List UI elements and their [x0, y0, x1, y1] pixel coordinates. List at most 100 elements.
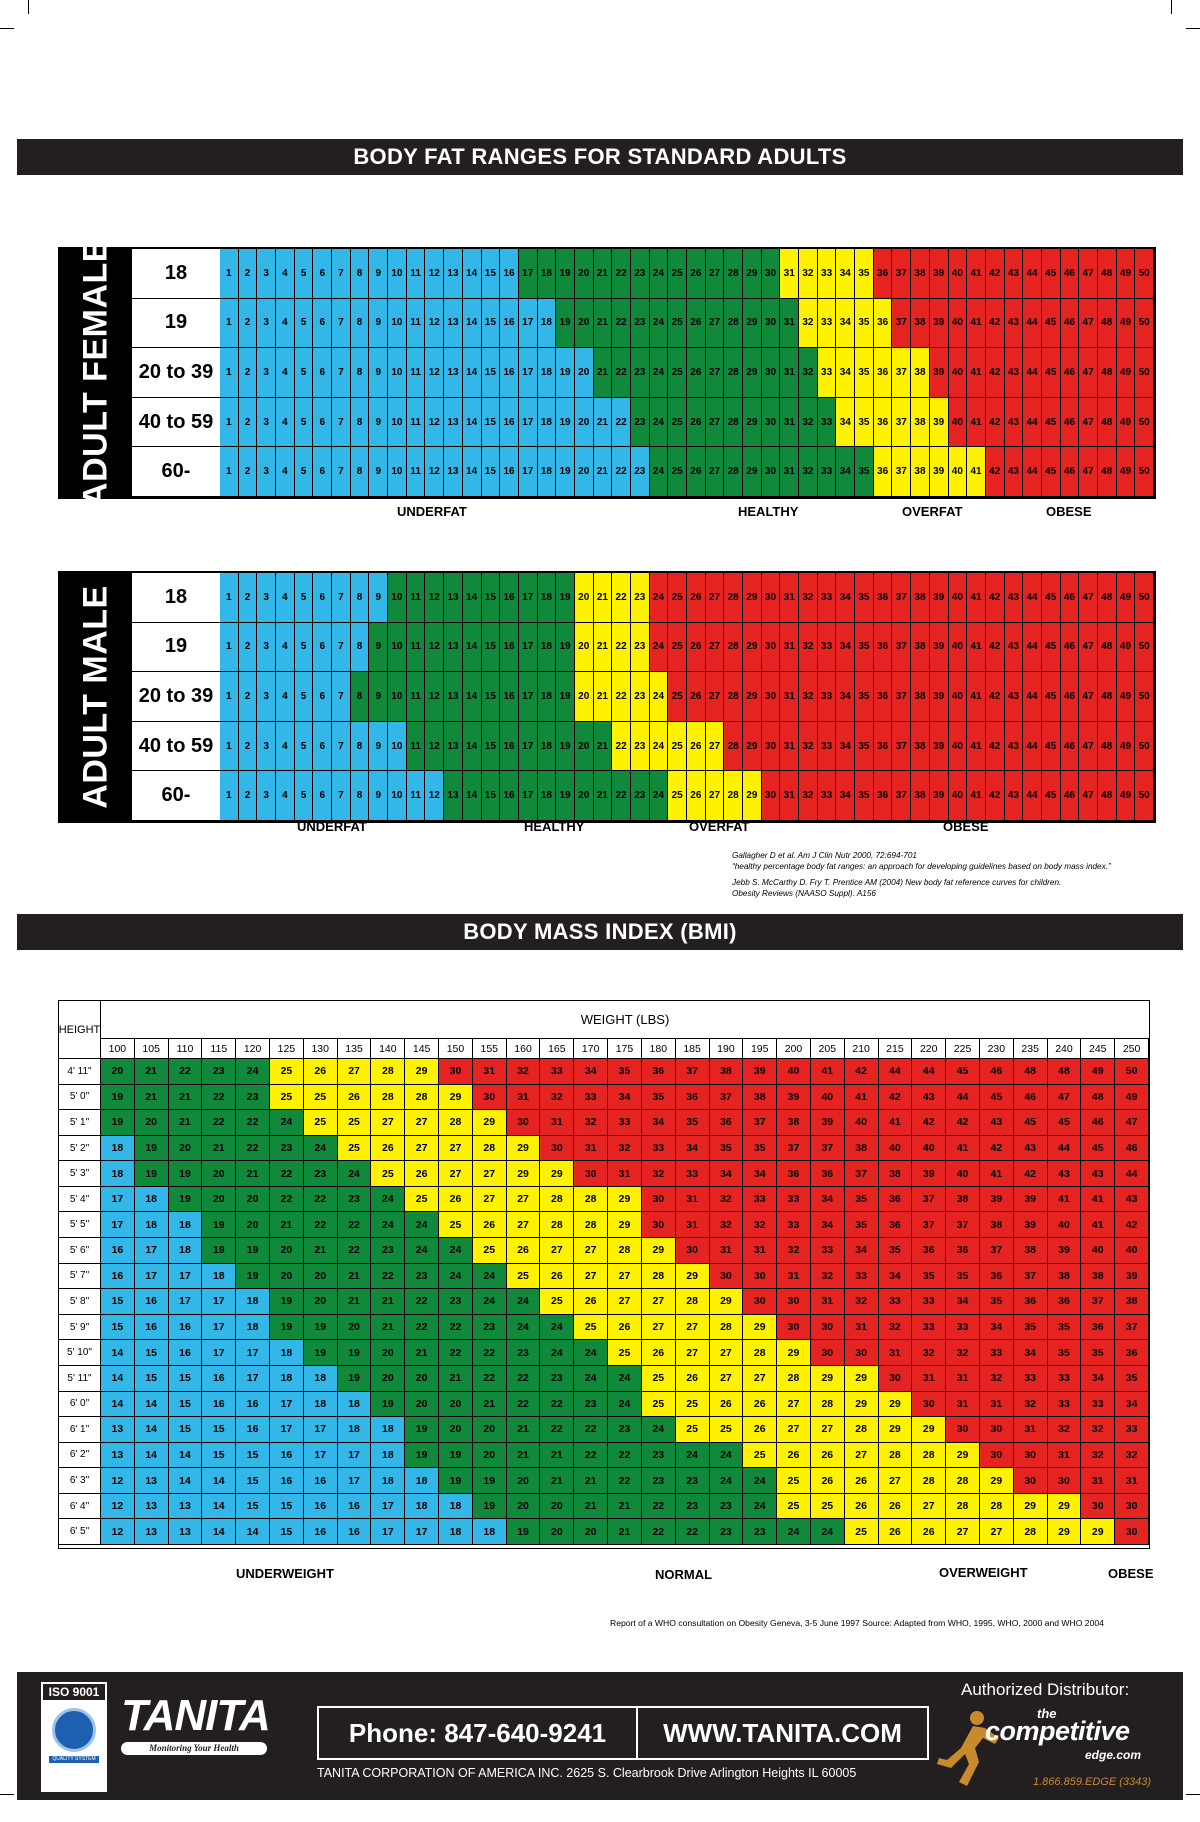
bmi-cell: 14 — [202, 1519, 237, 1545]
female-fat-cell: 2 — [238, 298, 258, 349]
bmi-cell: 31 — [777, 1263, 811, 1290]
bmi-cell: 15 — [202, 1442, 237, 1469]
bmi-cell: 26 — [743, 1391, 778, 1418]
phone-number[interactable]: Phone: 847-640-9241 — [319, 1708, 638, 1758]
bmi-cell: 37 — [1081, 1289, 1116, 1315]
bmi-cell: 19 — [439, 1442, 473, 1469]
male-fat-cell: 12 — [425, 622, 445, 673]
female-age-label: 40 to 59 — [132, 398, 220, 448]
male-fat-cell: 49 — [1116, 672, 1136, 722]
bmi-cell: 32 — [540, 1084, 575, 1111]
male-age-column: 18 19 20 to 39 40 to 59 60- — [132, 573, 220, 821]
male-fat-cell: 3 — [257, 721, 277, 772]
weight-label: 225 — [946, 1039, 980, 1059]
female-age-label: 18 — [132, 249, 220, 299]
bmi-cell: 47 — [1047, 1084, 1082, 1111]
bmi-cell: 19 — [168, 1161, 203, 1187]
male-fat-cell: 25 — [668, 622, 687, 673]
bmi-cell: 18 — [371, 1468, 406, 1494]
female-fat-cell: 16 — [500, 447, 519, 497]
bmi-cell: 25 — [472, 1238, 507, 1264]
female-fat-cell: 39 — [929, 447, 949, 497]
male-fat-cell: 25 — [668, 771, 687, 821]
bmi-cell: 32 — [1047, 1417, 1082, 1443]
female-fat-cell: 22 — [612, 348, 631, 398]
male-fat-cell: 36 — [873, 721, 893, 772]
male-fat-cell: 35 — [855, 721, 874, 772]
male-fat-cell: 15 — [481, 573, 501, 623]
female-fat-cell: 39 — [929, 298, 949, 349]
weight-label: 140 — [371, 1039, 406, 1059]
male-age-label: 60- — [132, 771, 220, 821]
bmi-cell: 22 — [608, 1468, 642, 1494]
female-fat-cell: 44 — [1023, 397, 1042, 448]
bmi-cell: 19 — [337, 1365, 372, 1392]
female-fat-cell: 45 — [1041, 447, 1061, 497]
female-fat-cell: 24 — [649, 447, 669, 497]
bmi-cell: 35 — [1115, 1365, 1149, 1392]
female-fat-cell: 31 — [780, 348, 800, 398]
bmi-cell: 18 — [168, 1212, 203, 1239]
bmi-cell: 22 — [202, 1084, 237, 1111]
female-fat-cell: 5 — [294, 298, 314, 349]
male-age-label: 18 — [132, 573, 220, 623]
male-legend-healthy: HEALTHY — [524, 819, 585, 834]
bmi-legend-obese: OBESE — [1108, 1566, 1154, 1581]
bmi-cell: 23 — [540, 1365, 575, 1392]
female-fat-cell: 31 — [780, 447, 800, 497]
female-fat-cell: 50 — [1135, 298, 1154, 349]
bmi-cell: 24 — [743, 1493, 778, 1520]
male-fat-cell: 33 — [817, 622, 837, 673]
bmi-cell: 34 — [810, 1212, 845, 1239]
bmi-cell: 34 — [1013, 1340, 1048, 1366]
female-fat-cell: 10 — [388, 397, 407, 448]
distributor-phone[interactable]: 1.866.859.EDGE (3343) — [1033, 1776, 1152, 1788]
bmi-cell: 35 — [1047, 1314, 1082, 1341]
bmi-cell: 12 — [101, 1468, 135, 1494]
bmi-cell: 45 — [979, 1084, 1014, 1111]
male-fat-cell: 46 — [1060, 573, 1080, 623]
male-fat-cell: 18 — [537, 771, 557, 821]
female-fat-cell: 40 — [948, 298, 968, 349]
female-fat-cell: 13 — [444, 298, 463, 349]
male-fat-cell: 37 — [892, 573, 912, 623]
bmi-cell: 24 — [574, 1340, 609, 1366]
bmi-cell: 30 — [878, 1365, 913, 1392]
bmi-cell: 34 — [574, 1059, 609, 1085]
male-fat-cell: 44 — [1023, 622, 1042, 673]
bmi-cell: 20 — [270, 1263, 304, 1290]
bmi-cell: 37 — [912, 1186, 947, 1213]
male-fat-cell: 34 — [836, 622, 856, 673]
female-fat-cell: 3 — [257, 397, 277, 448]
bmi-cell: 42 — [979, 1135, 1014, 1162]
bmi-cell: 30 — [777, 1314, 811, 1341]
bmi-cell: 33 — [574, 1084, 609, 1111]
female-fat-cell: 32 — [799, 298, 818, 349]
bmi-cell: 25 — [777, 1468, 811, 1494]
bmi-cell: 34 — [979, 1314, 1014, 1341]
male-fat-cell: 15 — [481, 622, 501, 673]
male-fat-cell: 19 — [556, 573, 575, 623]
male-fat-cell: 24 — [649, 622, 669, 673]
bmi-cell: 21 — [608, 1493, 642, 1520]
bmi-cell: 43 — [1047, 1161, 1082, 1187]
female-fat-cell: 50 — [1135, 447, 1154, 497]
female-fat-cell: 34 — [836, 249, 856, 299]
bmi-cell: 17 — [101, 1212, 135, 1239]
website-link[interactable]: WWW.TANITA.COM — [663, 1718, 902, 1748]
male-fat-cell: 12 — [425, 771, 445, 821]
bmi-cell: 28 — [439, 1110, 473, 1136]
female-fat-cell: 37 — [892, 348, 912, 398]
male-fat-cell: 10 — [388, 771, 407, 821]
bmi-cell: 33 — [912, 1314, 947, 1341]
male-fat-cell: 47 — [1079, 721, 1098, 772]
bmi-cell: 31 — [608, 1161, 642, 1187]
bmi-cell: 33 — [912, 1289, 947, 1315]
bmi-cell: 28 — [912, 1468, 947, 1494]
female-fat-cell: 42 — [985, 298, 1005, 349]
weight-label: 155 — [472, 1039, 507, 1059]
male-fat-cell: 28 — [724, 771, 744, 821]
female-fat-cell: 48 — [1097, 348, 1117, 398]
bmi-cell: 21 — [168, 1084, 203, 1111]
male-fat-cell: 41 — [967, 622, 986, 673]
